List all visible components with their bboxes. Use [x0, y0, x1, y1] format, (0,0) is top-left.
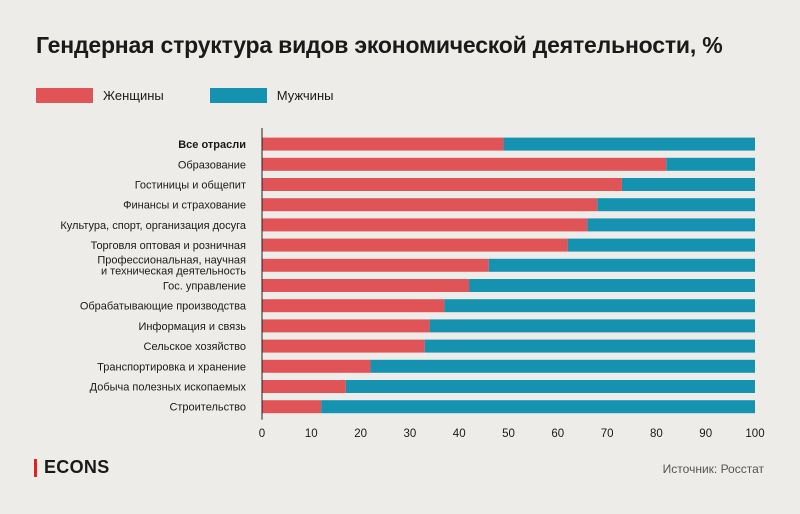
chart-title: Гендерная структура видов экономической …	[36, 32, 723, 58]
x-tick-label-1: 10	[305, 428, 318, 440]
legend-item-women: Женщины	[36, 88, 164, 103]
bar-men-6	[488, 258, 755, 272]
bar-men-2	[621, 178, 755, 191]
bar-women-6	[262, 258, 489, 272]
bar-women-7	[262, 279, 470, 292]
legend-label-women: Женщины	[103, 88, 164, 103]
x-tick-label-5: 50	[502, 428, 515, 440]
category-label-1: Образование	[178, 159, 246, 171]
bar-men-0	[503, 137, 755, 151]
bar-women-0	[262, 137, 504, 151]
logo-text: ECONS	[44, 457, 110, 477]
bar-women-2	[262, 178, 622, 191]
bar-men-8	[444, 299, 755, 313]
category-label-4: Культура, спорт, организация досуга	[60, 220, 246, 232]
category-label-7: Гос. управление	[163, 281, 246, 293]
x-tick-label-6: 60	[551, 428, 564, 440]
bar-women-13	[262, 400, 322, 414]
bar-women-10	[262, 339, 425, 353]
category-label-13: Строительство	[169, 402, 246, 414]
category-label-9: Информация и связь	[138, 321, 246, 333]
category-label-0: Все отрасли	[178, 139, 246, 151]
bar-men-7	[469, 279, 755, 292]
x-tick-label-2: 20	[354, 428, 367, 440]
logo-accent-bar	[34, 458, 37, 477]
x-tick-label-8: 80	[650, 428, 663, 440]
bar-men-13	[321, 400, 755, 414]
category-label-5: Торговля оптовая и розничная	[91, 240, 246, 252]
legend-item-men: Мужчины	[209, 88, 334, 103]
x-tick-label-7: 70	[601, 428, 614, 440]
bar-men-10	[424, 339, 755, 353]
econs-logo: ECONS	[34, 457, 110, 478]
chart-legend: Женщины Мужчины	[36, 88, 379, 103]
bar-women-8	[262, 299, 445, 313]
bar-men-11	[370, 359, 755, 373]
x-tick-label-4: 40	[453, 428, 466, 440]
bar-men-1	[666, 157, 755, 171]
bar-women-11	[262, 359, 371, 373]
category-label-10: Сельское хозяйство	[144, 341, 246, 353]
bar-men-3	[597, 198, 755, 212]
x-tick-label-0: 0	[259, 428, 265, 440]
bar-men-5	[567, 238, 755, 252]
bar-women-4	[262, 218, 588, 232]
category-label-11: Транспортировка и хранение	[97, 361, 246, 373]
x-tick-label-3: 30	[404, 428, 417, 440]
x-tick-label-10: 100	[745, 428, 764, 440]
bar-men-4	[587, 218, 755, 232]
category-label-8: Обрабатывающие производства	[80, 301, 247, 313]
x-tick-label-9: 90	[699, 428, 712, 440]
category-label-12: Добыча полезных ископаемых	[90, 382, 247, 394]
bar-women-1	[262, 157, 667, 171]
category-label-2: Гостиницы и общепит	[135, 180, 246, 192]
category-label-3: Финансы и страхование	[123, 200, 246, 212]
bar-women-3	[262, 198, 598, 212]
bar-men-12	[345, 380, 755, 393]
legend-label-men: Мужчины	[276, 88, 334, 103]
legend-swatch-men	[209, 88, 267, 103]
legend-swatch-women	[36, 88, 93, 103]
source-note: Источник: Росстат	[662, 462, 764, 476]
bar-women-5	[262, 238, 568, 252]
bar-women-9	[262, 319, 430, 333]
bar-women-12	[262, 380, 346, 393]
category-label-6: Профессиональная, научная и техническая д…	[97, 254, 246, 277]
bar-men-9	[429, 319, 755, 333]
